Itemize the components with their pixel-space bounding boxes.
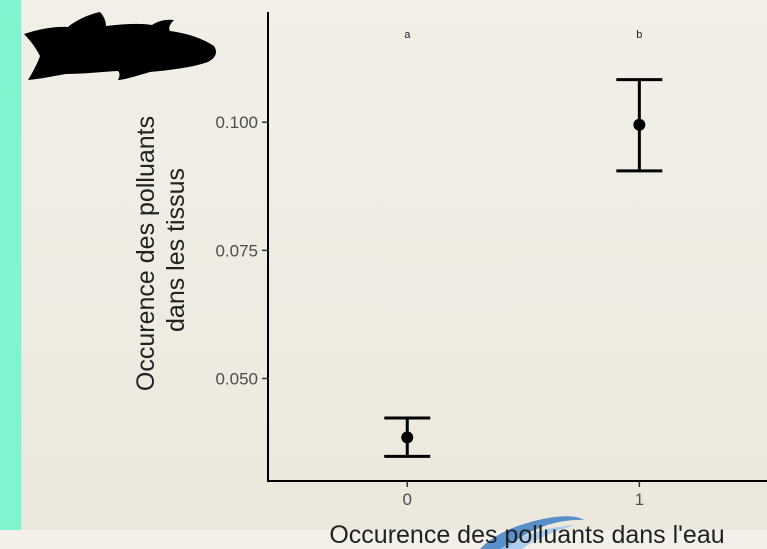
group-letter: a bbox=[404, 29, 411, 41]
accent-strip bbox=[0, 0, 21, 530]
wave-logo-icon bbox=[480, 516, 584, 549]
x-tick-label: 1 bbox=[635, 490, 644, 509]
y-tick-label: 0.075 bbox=[215, 241, 258, 260]
frame-bottom bbox=[0, 530, 767, 549]
y-tick-label: 0.050 bbox=[215, 369, 258, 388]
data-point bbox=[633, 118, 646, 131]
y-axis-title-line-2: dans les tissus bbox=[162, 168, 190, 332]
group-letter: b bbox=[636, 29, 642, 41]
fish-silhouette-icon bbox=[24, 12, 216, 80]
y-axis-title-line-1: Occurence des polluants bbox=[132, 116, 160, 391]
data-point bbox=[401, 431, 414, 444]
y-axis-title: Occurence des polluants dans les tissus bbox=[132, 109, 190, 391]
y-tick-label: 0.100 bbox=[215, 113, 258, 132]
x-axis-title: Occurence des polluants dans l'eau bbox=[329, 521, 724, 549]
x-tick-label: 0 bbox=[403, 490, 412, 509]
